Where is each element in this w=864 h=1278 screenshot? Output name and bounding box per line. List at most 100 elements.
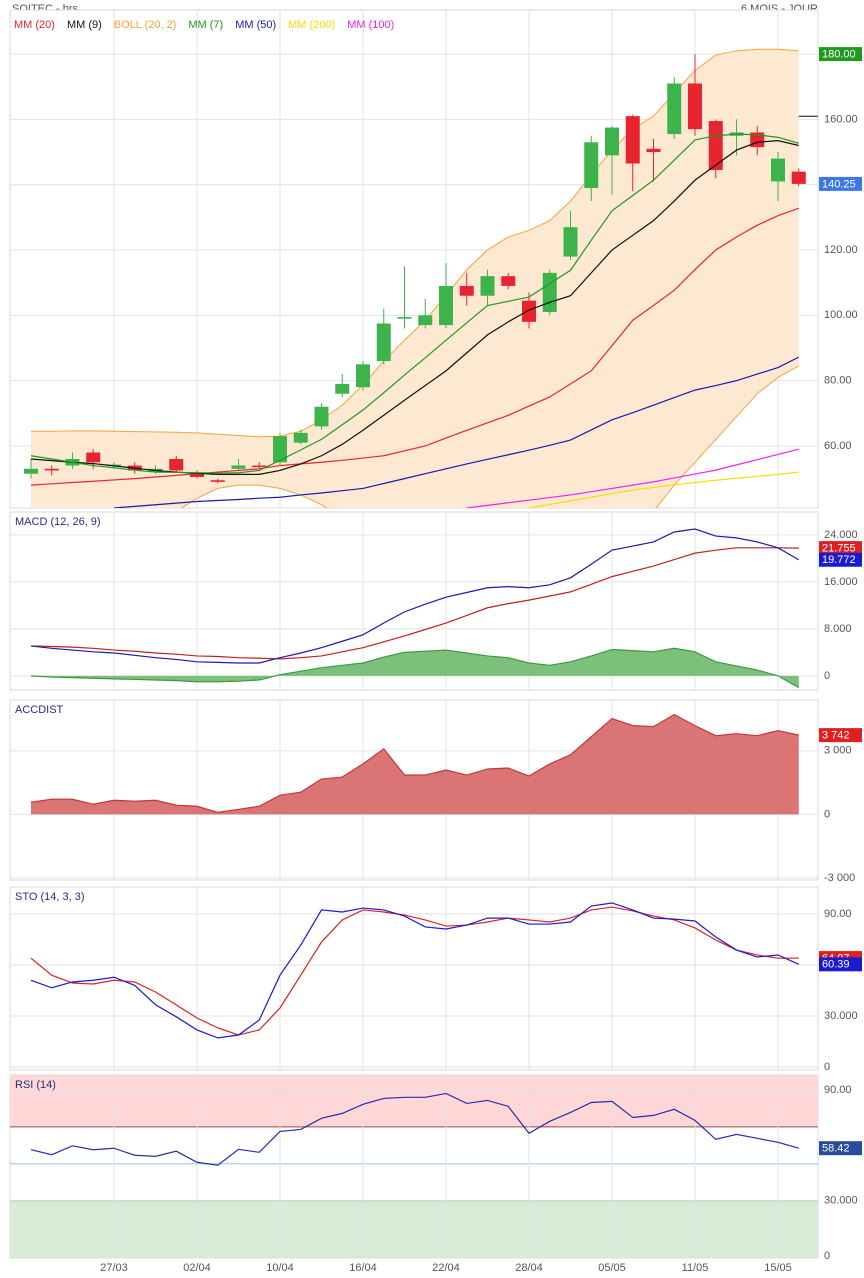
x-tick-label: 10/04	[266, 1262, 294, 1274]
legend-entry: MM (7)	[188, 19, 223, 31]
panel-title: RSI (14)	[15, 1079, 56, 1091]
x-tick-label: 16/04	[349, 1262, 377, 1274]
legend-entry: MM (200)	[288, 19, 335, 31]
x-tick-label: 02/04	[183, 1262, 211, 1274]
value-marker-label: 3 742	[822, 730, 850, 742]
value-marker-label: 180.00	[822, 48, 856, 60]
candle-body	[439, 285, 453, 326]
y-tick-label: 90.00	[824, 1084, 852, 1096]
x-tick-label: 27/03	[100, 1262, 128, 1274]
value-marker-label: 140.25	[822, 178, 856, 190]
y-tick-label: 16.000	[824, 576, 858, 588]
y-tick-label: 3 000	[824, 745, 852, 757]
panel-title: MACD (12, 26, 9)	[15, 516, 101, 528]
value-marker	[819, 541, 862, 556]
candle-body	[542, 272, 557, 313]
value-marker	[819, 1141, 862, 1156]
candle-body	[252, 465, 267, 468]
candle-body	[563, 227, 578, 257]
line	[30, 647, 800, 689]
value-marker	[819, 728, 862, 743]
overbought-zone	[10, 1075, 818, 1127]
candle-body	[688, 83, 702, 130]
value-marker	[819, 552, 862, 567]
value-marker-label: 60.39	[822, 959, 850, 971]
legend-entry: MM (20)	[14, 19, 55, 31]
legend-entry: BOLL (20, 2)	[114, 19, 177, 31]
x-tick-label: 11/05	[682, 1262, 709, 1274]
line	[30, 528, 800, 664]
x-tick-label: 28/04	[515, 1262, 543, 1274]
value-marker-label: 19.772	[822, 554, 856, 566]
candle-body	[459, 285, 474, 296]
panel: 0 8.000 16.000 24.000 MACD (12, 26, 9) 21.755…	[9, 511, 862, 691]
legend-entry: MM (50)	[235, 19, 276, 31]
area	[31, 714, 799, 815]
y-tick-label: 120.00	[824, 244, 858, 256]
y-tick-label: 90.00	[824, 908, 852, 920]
candle-body	[605, 127, 619, 156]
line	[113, 356, 800, 508]
candle-body	[397, 316, 412, 319]
y-tick-label: -3 000	[824, 872, 855, 884]
candle-body	[24, 468, 38, 474]
candle-body	[356, 364, 370, 388]
value-marker	[819, 957, 862, 972]
candle-body	[418, 315, 433, 326]
value-marker-label: 21.755	[822, 543, 856, 555]
candle-body	[791, 171, 806, 184]
y-tick-label: 100.00	[824, 309, 858, 321]
y-tick-label: 30.000	[824, 1010, 858, 1022]
line	[30, 140, 799, 475]
oversold-zone	[10, 1200, 818, 1258]
candle-body	[335, 383, 350, 394]
candle-body	[584, 142, 599, 188]
line	[30, 133, 799, 474]
candle-body	[231, 465, 246, 469]
band-lower	[180, 365, 799, 508]
y-tick-label: 0	[824, 808, 830, 820]
panel: 0 30.000 90.00 RSI (14) 58.42	[9, 1074, 862, 1262]
y-tick-label: 160.00	[824, 113, 858, 125]
y-tick-label: 0	[824, 670, 830, 682]
candle-body	[44, 468, 59, 471]
candle-body	[480, 276, 495, 296]
candle-body	[708, 121, 723, 171]
area	[31, 648, 799, 688]
candle-body	[625, 116, 640, 164]
legend-entry: MM (100)	[347, 19, 394, 31]
candle-body	[86, 452, 101, 463]
x-tick-label: 22/04	[432, 1262, 460, 1274]
line	[30, 1092, 799, 1166]
candle-body	[314, 406, 329, 427]
y-tick-label: 80.00	[824, 375, 852, 387]
panel: -3 000 0 3 000 ACCDIST 3 742	[9, 699, 862, 884]
legend-entry: MM (9)	[67, 19, 102, 31]
line	[30, 902, 799, 1039]
candle-body	[210, 480, 225, 482]
line	[466, 448, 799, 508]
candle-body	[771, 158, 785, 182]
candle-body	[376, 323, 391, 362]
band-fill	[31, 49, 799, 508]
candle-body	[190, 473, 204, 477]
y-tick-label: 0	[824, 1250, 830, 1262]
line	[528, 471, 799, 508]
candle-body	[522, 300, 536, 322]
value-marker-label: 58.42	[822, 1143, 850, 1155]
value-marker	[819, 176, 862, 191]
candle-body	[646, 148, 661, 153]
x-tick-label: 05/05	[598, 1262, 626, 1274]
y-tick-label: 60.00	[824, 440, 852, 452]
value-marker	[819, 47, 862, 62]
candle-body	[169, 459, 184, 471]
y-tick-label: 8.000	[824, 623, 852, 635]
line	[30, 713, 799, 813]
y-tick-label: 30.000	[824, 1195, 858, 1207]
line	[30, 547, 799, 660]
y-tick-label: 24.000	[824, 529, 858, 541]
plot-area	[24, 48, 806, 508]
candle-body	[667, 83, 682, 135]
